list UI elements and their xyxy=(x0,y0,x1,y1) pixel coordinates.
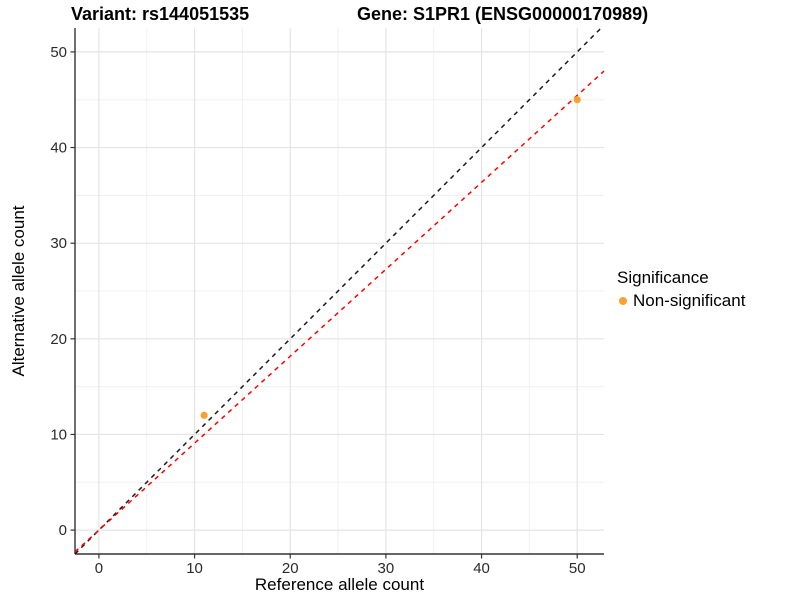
x-tick-label: 10 xyxy=(186,560,203,577)
legend-title: Significance xyxy=(617,268,709,287)
y-tick-label: 0 xyxy=(59,522,67,539)
axis-lines xyxy=(74,28,604,555)
plot-title-gene: Gene: S1PR1 (ENSG00000170989) xyxy=(357,4,649,24)
minor-gridlines xyxy=(75,28,604,554)
axis-ticks xyxy=(70,51,578,559)
data-point xyxy=(573,96,581,104)
legend: Significance Non-significant xyxy=(617,268,745,311)
y-tick-label: 30 xyxy=(50,235,67,252)
data-point xyxy=(200,411,208,419)
legend-point-circle-icon xyxy=(619,297,627,305)
axis-tick-labels: 0 10 20 30 40 50 0 10 20 30 40 50 xyxy=(50,44,585,577)
reference-lines xyxy=(74,27,605,555)
major-gridlines xyxy=(75,28,604,554)
x-tick-label: 0 xyxy=(95,560,103,577)
x-tick-label: 20 xyxy=(282,560,299,577)
fit-line xyxy=(74,70,605,553)
legend-item-label: Non-significant xyxy=(633,291,746,310)
x-tick-label: 30 xyxy=(378,560,395,577)
y-tick-label: 10 xyxy=(50,426,67,443)
plot-title-variant: Variant: rs144051535 xyxy=(71,4,250,24)
y-axis-title: Alternative allele count xyxy=(9,205,28,377)
y-tick-label: 20 xyxy=(50,331,67,348)
x-axis-title: Reference allele count xyxy=(254,575,425,594)
data-points xyxy=(200,96,581,419)
identity-line xyxy=(74,27,602,555)
y-tick-label: 50 xyxy=(50,44,67,61)
x-tick-label: 50 xyxy=(569,560,586,577)
legend-item-nonsignificant: Non-significant xyxy=(617,291,745,311)
y-tick-label: 40 xyxy=(50,140,67,157)
x-tick-label: 40 xyxy=(473,560,490,577)
